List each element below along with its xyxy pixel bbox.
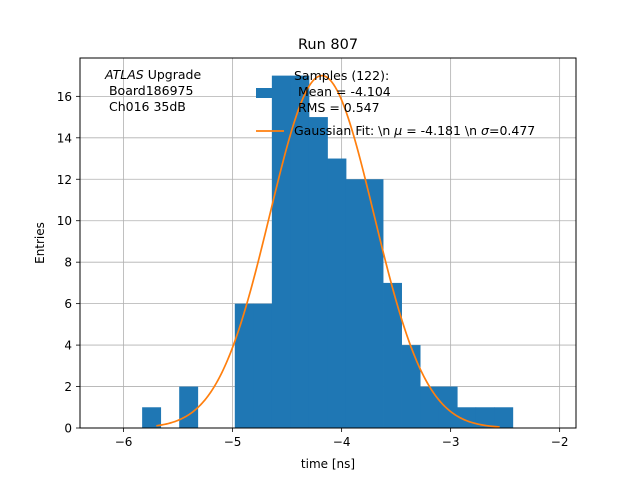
x-tick-label: −4 (333, 435, 351, 449)
histogram-bar (401, 345, 421, 428)
y-tick-label: 4 (64, 339, 72, 353)
histogram-bar (308, 117, 328, 429)
histogram-bar (475, 407, 495, 428)
legend-fit-label: Gaussian Fit: \n μ = -4.181 \n σ=0.477 (294, 123, 535, 138)
x-axis-label: time [ns] (301, 457, 355, 471)
legend-fit-prefix: Gaussian Fit: \n (294, 123, 394, 138)
y-tick-label: 10 (57, 214, 72, 228)
annotation-line-1: ATLAS Upgrade (104, 67, 201, 82)
y-tick-label: 8 (64, 256, 72, 270)
histogram-bar (179, 386, 199, 428)
histogram-bar (494, 407, 514, 428)
x-tick-label: −6 (115, 435, 133, 449)
gaussian-fit-layer (156, 74, 500, 428)
legend-samples-line: Samples (122): (294, 68, 389, 83)
y-tick-label: 6 (64, 297, 72, 311)
gaussian-fit-curve (156, 74, 500, 428)
histogram-bar (271, 75, 291, 428)
annotation-upgrade: Upgrade (144, 67, 202, 82)
y-tick-label: 2 (64, 380, 72, 394)
y-tick-label: 14 (57, 131, 72, 145)
y-tick-label: 12 (57, 173, 72, 187)
x-tick-label: −3 (442, 435, 460, 449)
histogram-bar (364, 179, 384, 428)
histogram-bar (438, 386, 458, 428)
histogram-bar (142, 407, 162, 428)
histogram-bar (345, 179, 365, 428)
legend-fit-mu-value: = -4.181 \n (402, 123, 481, 138)
annotation-atlas: ATLAS (104, 67, 144, 82)
x-tick-label: −2 (551, 435, 569, 449)
x-axis-ticks: −6 −5 −4 −3 −2 (115, 428, 569, 449)
y-axis-label: Entries (33, 222, 47, 264)
x-tick-label: −5 (224, 435, 242, 449)
legend-fit-sigma-symbol: σ (481, 123, 490, 138)
histogram-bar (290, 75, 310, 428)
annotation-board: Board186975 (105, 83, 193, 98)
histogram-bar (327, 158, 347, 428)
histogram-bar (253, 303, 273, 428)
y-tick-label: 0 (64, 422, 72, 436)
chart-title: Run 807 (298, 37, 358, 53)
atlas-annotation: ATLAS Upgrade Board186975 Ch016 35dB (104, 67, 201, 114)
histogram-bar (383, 282, 402, 428)
histogram-bars (142, 75, 514, 429)
legend-rms-line: RMS = 0.547 (294, 100, 380, 115)
legend-mean-line: Mean = -4.104 (294, 84, 391, 99)
histogram-bar (234, 303, 254, 428)
legend-histogram-swatch (256, 88, 284, 98)
legend: Samples (122): Mean = -4.104 RMS = 0.547… (256, 68, 535, 138)
annotation-channel: Ch016 35dB (105, 99, 186, 114)
histogram-bar (420, 386, 440, 428)
plot-frame (79, 57, 577, 429)
legend-fit-mu-symbol: μ (393, 123, 402, 138)
y-tick-label: 16 (57, 90, 72, 104)
legend-fit-sigma-value: =0.477 (489, 123, 535, 138)
y-axis-ticks: 0 2 4 6 8 10 12 14 16 (57, 90, 80, 436)
